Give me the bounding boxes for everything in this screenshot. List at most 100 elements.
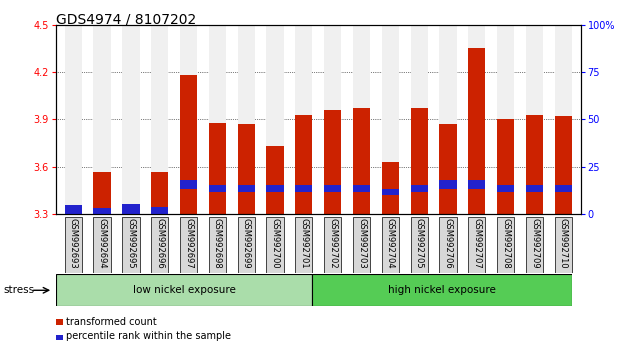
- Text: GDS4974 / 8107202: GDS4974 / 8107202: [56, 12, 196, 27]
- Bar: [180, 75, 197, 214]
- Bar: [324, 110, 342, 214]
- Bar: [555, 25, 572, 214]
- Text: GSM992694: GSM992694: [97, 218, 107, 269]
- Text: stress: stress: [3, 285, 34, 295]
- Bar: [497, 25, 514, 214]
- Bar: [497, 185, 514, 192]
- FancyBboxPatch shape: [266, 217, 284, 273]
- FancyBboxPatch shape: [555, 217, 572, 273]
- Text: transformed count: transformed count: [66, 317, 156, 327]
- Bar: [122, 204, 140, 214]
- Bar: [93, 172, 111, 214]
- Bar: [324, 25, 342, 214]
- Text: GSM992706: GSM992706: [443, 218, 453, 269]
- Text: GSM992708: GSM992708: [501, 218, 510, 269]
- Text: GSM992704: GSM992704: [386, 218, 395, 269]
- FancyBboxPatch shape: [65, 217, 82, 273]
- Bar: [56, 274, 312, 306]
- Text: GSM992702: GSM992702: [328, 218, 337, 269]
- Text: GSM992700: GSM992700: [271, 218, 279, 269]
- FancyBboxPatch shape: [180, 217, 197, 273]
- Bar: [353, 25, 370, 214]
- Bar: [295, 115, 312, 214]
- Text: high nickel exposure: high nickel exposure: [388, 285, 496, 295]
- FancyBboxPatch shape: [93, 217, 111, 273]
- Bar: [312, 274, 572, 306]
- Bar: [324, 185, 342, 192]
- Bar: [266, 146, 284, 214]
- Bar: [295, 25, 312, 214]
- Text: low nickel exposure: low nickel exposure: [133, 285, 235, 295]
- Bar: [382, 25, 399, 214]
- Bar: [151, 207, 168, 214]
- Bar: [410, 185, 428, 192]
- Bar: [526, 185, 543, 192]
- Bar: [468, 48, 486, 214]
- Text: GSM992699: GSM992699: [242, 218, 251, 269]
- Bar: [237, 25, 255, 214]
- Text: GSM992696: GSM992696: [155, 218, 164, 269]
- Bar: [209, 25, 226, 214]
- Bar: [209, 122, 226, 214]
- Bar: [526, 115, 543, 214]
- Bar: [526, 25, 543, 214]
- FancyBboxPatch shape: [324, 217, 342, 273]
- FancyBboxPatch shape: [209, 217, 226, 273]
- Text: GSM992698: GSM992698: [213, 218, 222, 269]
- Bar: [151, 172, 168, 214]
- Bar: [151, 25, 168, 214]
- Bar: [266, 185, 284, 192]
- Bar: [122, 25, 140, 214]
- FancyBboxPatch shape: [526, 217, 543, 273]
- Bar: [209, 185, 226, 192]
- FancyBboxPatch shape: [439, 217, 456, 273]
- Bar: [382, 162, 399, 214]
- Bar: [180, 25, 197, 214]
- Bar: [410, 108, 428, 214]
- FancyBboxPatch shape: [468, 217, 486, 273]
- Text: GSM992703: GSM992703: [357, 218, 366, 269]
- Bar: [65, 25, 82, 214]
- Text: percentile rank within the sample: percentile rank within the sample: [66, 331, 231, 341]
- Text: GSM992701: GSM992701: [299, 218, 309, 269]
- Bar: [468, 180, 486, 189]
- Bar: [439, 25, 456, 214]
- Bar: [353, 185, 370, 192]
- Bar: [410, 25, 428, 214]
- Bar: [93, 25, 111, 214]
- Bar: [56, 335, 63, 340]
- Text: GSM992697: GSM992697: [184, 218, 193, 269]
- Bar: [266, 25, 284, 214]
- Bar: [382, 189, 399, 195]
- FancyBboxPatch shape: [295, 217, 312, 273]
- Bar: [237, 185, 255, 192]
- Text: GSM992707: GSM992707: [473, 218, 481, 269]
- Bar: [353, 108, 370, 214]
- Bar: [439, 124, 456, 214]
- Text: GSM992693: GSM992693: [69, 218, 78, 269]
- Bar: [56, 319, 63, 325]
- Bar: [439, 180, 456, 189]
- Bar: [555, 116, 572, 214]
- FancyBboxPatch shape: [151, 217, 168, 273]
- Text: GSM992709: GSM992709: [530, 218, 539, 269]
- Text: GSM992695: GSM992695: [126, 218, 135, 269]
- FancyBboxPatch shape: [410, 217, 428, 273]
- Bar: [180, 180, 197, 189]
- Bar: [468, 25, 486, 214]
- FancyBboxPatch shape: [353, 217, 370, 273]
- Text: GSM992705: GSM992705: [415, 218, 424, 269]
- FancyBboxPatch shape: [122, 217, 140, 273]
- FancyBboxPatch shape: [237, 217, 255, 273]
- Bar: [93, 208, 111, 214]
- Bar: [65, 205, 82, 214]
- Bar: [65, 208, 82, 214]
- Bar: [122, 208, 140, 214]
- Bar: [497, 119, 514, 214]
- Bar: [295, 185, 312, 192]
- Bar: [555, 185, 572, 192]
- Text: GSM992710: GSM992710: [559, 218, 568, 269]
- FancyBboxPatch shape: [382, 217, 399, 273]
- FancyBboxPatch shape: [497, 217, 514, 273]
- Bar: [237, 124, 255, 214]
